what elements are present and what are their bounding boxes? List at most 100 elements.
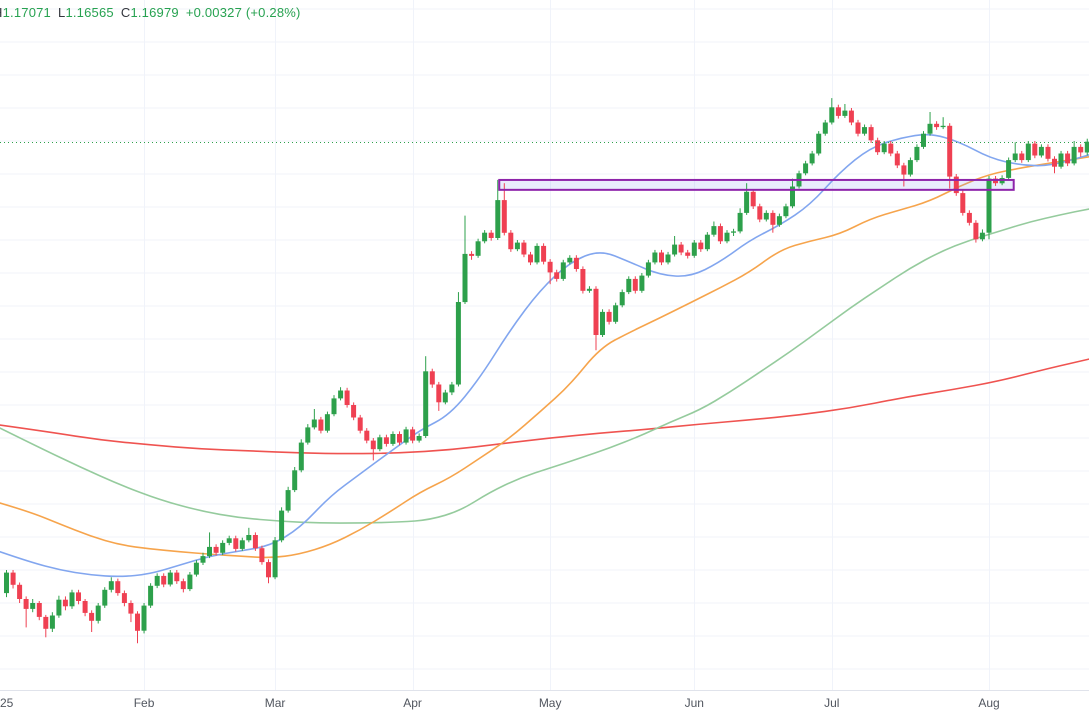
month-label[interactable]: 25 [0, 696, 14, 710]
candle[interactable] [121, 590, 127, 607]
candle[interactable] [881, 141, 887, 155]
candle[interactable] [567, 255, 573, 265]
candle[interactable] [960, 190, 966, 216]
month-label[interactable]: Jun [685, 696, 704, 710]
candle[interactable] [193, 560, 199, 577]
candle[interactable] [1084, 138, 1089, 156]
candle[interactable] [1071, 141, 1077, 166]
candle[interactable] [757, 203, 763, 223]
candle[interactable] [141, 603, 147, 634]
candle[interactable] [423, 356, 429, 438]
candle[interactable] [82, 599, 88, 617]
candle[interactable] [292, 467, 298, 493]
candle[interactable] [921, 131, 926, 149]
candle[interactable] [318, 416, 324, 434]
candle[interactable] [914, 144, 920, 163]
candle[interactable] [1012, 142, 1018, 163]
candle[interactable] [239, 537, 245, 551]
candle[interactable] [907, 157, 913, 177]
candle[interactable] [403, 426, 409, 445]
candle[interactable] [868, 124, 874, 144]
candle[interactable] [259, 545, 265, 565]
candle[interactable] [95, 603, 101, 624]
candle[interactable] [233, 535, 239, 552]
candle[interactable] [501, 183, 507, 236]
candle[interactable] [148, 583, 154, 608]
candle[interactable] [1052, 156, 1057, 174]
candle[interactable] [953, 174, 959, 196]
candle[interactable] [508, 230, 514, 252]
candle[interactable] [534, 243, 540, 265]
candle[interactable] [324, 411, 330, 433]
candle[interactable] [36, 601, 42, 621]
candle[interactable] [331, 395, 337, 417]
candle[interactable] [220, 540, 226, 556]
candle[interactable] [49, 612, 55, 632]
month-label[interactable]: Mar [265, 696, 286, 710]
candle[interactable] [338, 387, 344, 401]
month-label[interactable]: May [539, 696, 562, 710]
candle[interactable] [357, 414, 363, 434]
candle[interactable] [1058, 150, 1064, 169]
candle[interactable] [731, 228, 736, 236]
candle[interactable] [940, 117, 946, 130]
candle[interactable] [69, 589, 75, 609]
candle[interactable] [436, 381, 442, 411]
candle[interactable] [285, 486, 291, 513]
candle[interactable] [1025, 141, 1031, 163]
candle[interactable] [822, 119, 828, 136]
candle[interactable] [377, 434, 383, 452]
candle[interactable] [298, 439, 304, 473]
candle[interactable] [554, 269, 560, 282]
candle[interactable] [154, 573, 160, 589]
month-label[interactable]: Jul [824, 696, 839, 710]
candle[interactable] [947, 123, 953, 189]
candle[interactable] [252, 532, 258, 551]
candle[interactable] [246, 527, 252, 543]
candle[interactable] [213, 544, 219, 556]
candle[interactable] [659, 249, 664, 266]
candle[interactable] [161, 573, 167, 588]
candle[interactable] [888, 141, 894, 157]
month-label[interactable]: Feb [134, 696, 155, 710]
candle[interactable] [397, 431, 402, 446]
candle[interactable] [829, 98, 835, 125]
candle[interactable] [875, 137, 881, 155]
candle[interactable] [927, 112, 933, 136]
candle[interactable] [966, 210, 972, 226]
candle[interactable] [344, 387, 350, 408]
candle[interactable] [770, 210, 776, 233]
candle[interactable] [717, 223, 723, 245]
candle[interactable] [862, 124, 867, 136]
candle[interactable] [390, 431, 396, 446]
candle[interactable] [174, 570, 180, 584]
candle[interactable] [632, 276, 638, 294]
candle[interactable] [410, 426, 416, 444]
candle[interactable] [416, 433, 422, 443]
candle[interactable] [835, 104, 841, 119]
candle[interactable] [678, 242, 684, 256]
candle[interactable] [704, 232, 710, 252]
candle[interactable] [272, 537, 278, 580]
candle[interactable] [62, 596, 68, 611]
candle[interactable] [848, 108, 854, 126]
candle[interactable] [934, 121, 940, 130]
candle[interactable] [351, 402, 357, 421]
candle[interactable] [482, 230, 488, 244]
candle[interactable] [776, 213, 782, 227]
candle[interactable] [76, 589, 81, 605]
candle[interactable] [469, 251, 475, 260]
candle[interactable] [580, 266, 586, 294]
month-label[interactable]: Aug [978, 696, 999, 710]
candle[interactable] [311, 409, 317, 430]
candle[interactable] [744, 183, 750, 215]
candle[interactable] [973, 220, 979, 243]
candle[interactable] [541, 243, 547, 265]
candle[interactable] [1045, 144, 1051, 162]
candle[interactable] [803, 160, 809, 176]
candle[interactable] [790, 178, 795, 209]
candle[interactable] [455, 292, 461, 387]
candle[interactable] [685, 249, 691, 259]
candle[interactable] [135, 611, 140, 644]
